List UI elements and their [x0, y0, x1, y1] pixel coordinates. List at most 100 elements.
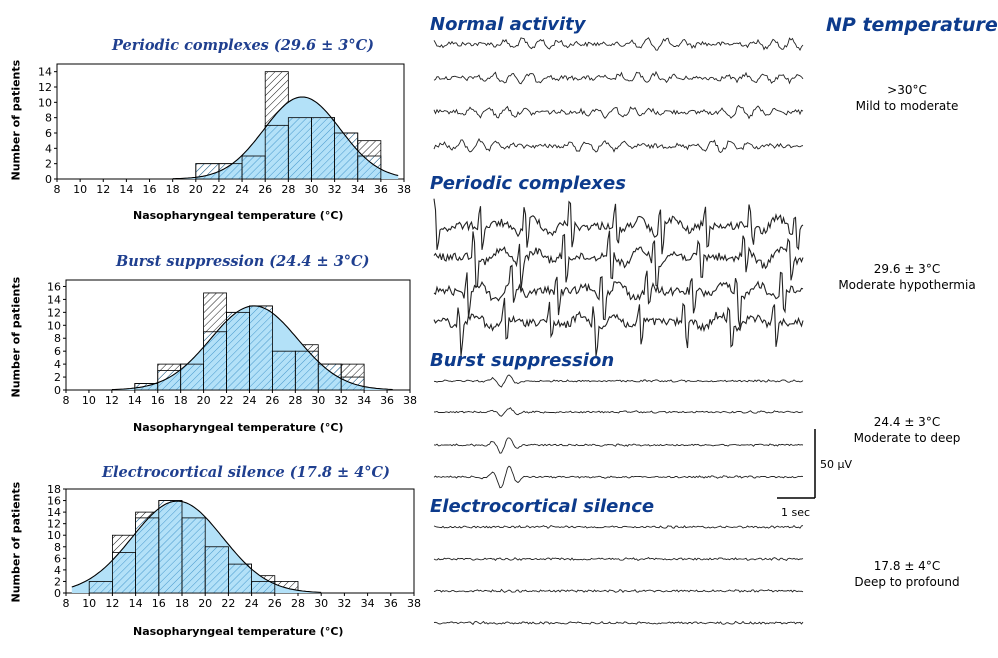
- eeg-trace-line: [433, 374, 804, 388]
- np-temperature-header: NP temperature: [826, 14, 998, 36]
- bar-in-curve: [227, 563, 252, 594]
- x-tick-label: 36: [384, 597, 398, 610]
- y-tick-label: 0: [45, 173, 52, 186]
- np-temp-burst: 24.4 ± 3°C: [873, 415, 941, 429]
- x-tick-label: 18: [174, 394, 188, 407]
- y-tick-label: 0: [54, 384, 61, 397]
- np-desc-silence: Deep to profound: [854, 575, 960, 589]
- x-tick-label: 28: [281, 183, 295, 196]
- x-tick-label: 8: [54, 183, 61, 196]
- y-tick-label: 18: [47, 483, 61, 496]
- x-tick-label: 10: [73, 183, 87, 196]
- bar-in-curve: [249, 305, 273, 391]
- x-tick-label: 34: [357, 394, 371, 407]
- x-tick-label: 38: [407, 597, 421, 610]
- bar-in-curve: [180, 363, 205, 391]
- normal-fit-curve: [111, 305, 393, 391]
- np-value-periodic: 29.6 ± 3°C Moderate hypothermia: [822, 261, 992, 293]
- histogram-2: 8 10 12 14 16 18 20 22 24 26 28 30 32 34 36 38024681012…: [47, 483, 421, 610]
- eeg-group-normal: [433, 37, 804, 154]
- normal-fit-curve: [172, 96, 399, 180]
- y-tick-label: 8: [54, 332, 61, 345]
- y-axis-label-silence: Number of patients: [9, 481, 23, 603]
- y-tick-label: 8: [54, 541, 61, 554]
- bar-in-curve: [251, 581, 276, 594]
- eeg-trace-line: [433, 70, 804, 85]
- eeg-trace-line: [433, 437, 804, 454]
- bar-in-curve: [241, 155, 266, 180]
- x-tick-label: 26: [265, 394, 279, 407]
- x-axis-label-burst: Nasopharyngeal temperature (°C): [133, 421, 344, 434]
- x-tick-label: 22: [220, 394, 234, 407]
- y-axis-label-periodic: Number of patients: [9, 59, 23, 181]
- x-tick-label: 24: [245, 597, 259, 610]
- np-temp-silence: 17.8 ± 4°C: [873, 559, 941, 573]
- eeg-trace-line: [433, 104, 804, 120]
- x-tick-label: 24: [242, 394, 256, 407]
- y-tick-label: 4: [54, 358, 61, 371]
- x-tick-label: 12: [96, 183, 110, 196]
- eeg-trace-line: [433, 465, 804, 489]
- bar-in-curve: [311, 117, 336, 180]
- eeg-trace-line: [433, 230, 804, 291]
- y-tick-label: 4: [45, 142, 52, 155]
- bar-in-curve: [264, 124, 289, 180]
- eeg-group-silence: [433, 524, 804, 626]
- y-tick-label: 2: [45, 158, 52, 171]
- y-tick-label: 2: [54, 371, 61, 384]
- chart-title-periodic: Periodic complexes (29.6 ± 3°C): [112, 37, 375, 54]
- x-tick-label: 18: [175, 597, 189, 610]
- bar-in-curve: [204, 546, 229, 594]
- x-tick-label: 38: [397, 183, 411, 196]
- x-tick-label: 26: [268, 597, 282, 610]
- y-tick-label: 2: [54, 575, 61, 588]
- x-tick-label: 30: [314, 597, 328, 610]
- np-value-silence: 17.8 ± 4°C Deep to profound: [822, 558, 992, 590]
- y-tick-label: 16: [47, 280, 61, 293]
- bar-in-curve: [218, 163, 243, 180]
- eeg-title-normal: Normal activity: [430, 14, 586, 35]
- x-tick-label: 8: [63, 394, 70, 407]
- scale-amplitude-label: 50 µV: [820, 458, 853, 471]
- eeg-trace-line: [433, 138, 804, 154]
- bar-in-curve: [157, 370, 182, 391]
- eeg-group-burst: [433, 374, 804, 489]
- np-desc-periodic: Moderate hypothermia: [838, 278, 976, 292]
- x-tick-label: 24: [235, 183, 249, 196]
- eeg-title-burst: Burst suppression: [430, 350, 615, 371]
- x-tick-label: 32: [328, 183, 342, 196]
- eeg-traces: [433, 37, 804, 626]
- eeg-trace-line: [433, 297, 804, 357]
- histogram-1: 8 10 12 14 16 18 20 22 24 26 28 30 32 34 36 38024681012…: [47, 279, 417, 407]
- np-temp-normal: >30°C: [887, 83, 927, 97]
- y-tick-label: 12: [47, 518, 61, 531]
- y-tick-label: 14: [38, 66, 52, 79]
- y-tick-label: 6: [54, 345, 61, 358]
- y-tick-label: 8: [45, 112, 52, 125]
- bar-in-curve: [158, 500, 183, 594]
- y-tick-label: 0: [54, 587, 61, 600]
- eeg-trace-line: [433, 557, 804, 562]
- x-tick-label: 32: [337, 597, 351, 610]
- y-tick-label: 12: [47, 306, 61, 319]
- bar-in-curve: [226, 311, 250, 391]
- x-tick-label: 14: [119, 183, 133, 196]
- bar-in-curve: [88, 581, 113, 594]
- bar-in-curve: [294, 350, 319, 391]
- x-tick-label: 16: [143, 183, 157, 196]
- x-tick-label: 28: [291, 597, 305, 610]
- x-tick-label: 14: [129, 597, 143, 610]
- x-tick-label: 16: [152, 597, 166, 610]
- y-tick-label: 16: [47, 495, 61, 508]
- y-tick-label: 10: [47, 319, 61, 332]
- y-axis-label-burst: Number of patients: [9, 276, 23, 398]
- np-temp-periodic: 29.6 ± 3°C: [873, 262, 941, 276]
- histogram-0: 8 10 12 14 16 18 20 22 24 26 28 30 32 34 36 38024681012…: [38, 63, 411, 196]
- normal-fit-curve: [71, 500, 322, 593]
- bar-in-curve: [134, 383, 159, 391]
- x-tick-label: 18: [166, 183, 180, 196]
- np-value-normal: >30°C Mild to moderate: [822, 82, 992, 114]
- scale-bar: [777, 429, 816, 499]
- x-axis-label-silence: Nasopharyngeal temperature (°C): [133, 625, 344, 638]
